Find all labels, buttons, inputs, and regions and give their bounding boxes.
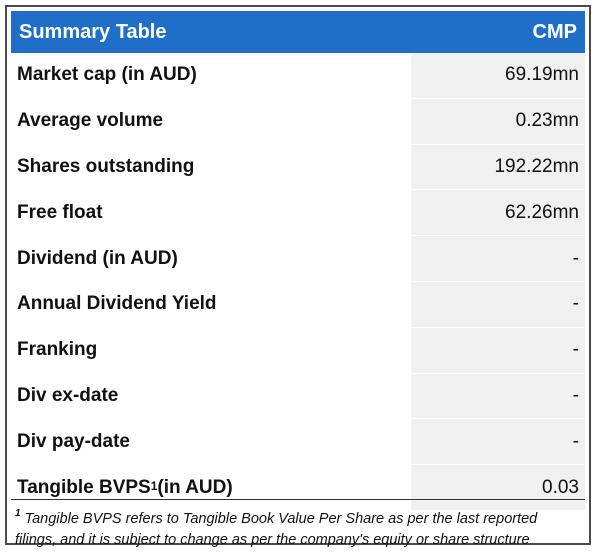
row-label-main: Tangible BVPS (17, 476, 151, 498)
column-header-cmp: CMP (532, 20, 577, 43)
row-value: 69.19mn (411, 53, 585, 98)
row-value: - (411, 236, 585, 281)
row-value: 192.22mn (411, 144, 585, 190)
table-body: Market cap (in AUD) 69.19mn Average volu… (11, 53, 585, 511)
row-value: 0.23mn (411, 98, 585, 144)
row-value: - (411, 419, 585, 465)
footnote-number: 1 (15, 508, 21, 519)
footnote-marker: 1 (150, 478, 158, 493)
table-row: Franking - (11, 327, 585, 374)
table-row: Dividend (in AUD) - (11, 236, 585, 282)
row-label-tail: (in AUD) (157, 476, 233, 498)
table-row: Annual Dividend Yield - (11, 281, 585, 328)
row-label: Div ex-date (17, 384, 119, 406)
table-header: Summary Table CMP (11, 11, 585, 53)
summary-table-frame: Summary Table CMP Market cap (in AUD) 69… (5, 5, 591, 548)
row-label: Franking (17, 339, 98, 361)
table-row: Shares outstanding 192.22mn (11, 144, 585, 191)
row-label: Tangible BVPS 1 (in AUD) (11, 465, 411, 510)
row-label: Dividend (in AUD) (17, 247, 178, 269)
footnote: 1 Tangible BVPS refers to Tangible Book … (15, 504, 581, 551)
row-value: - (411, 327, 585, 373)
table-title: Summary Table (19, 20, 167, 43)
table-row: Div pay-date - (11, 419, 585, 466)
footnote-text: Tangible BVPS refers to Tangible Book Va… (15, 510, 538, 548)
table-row: Tangible BVPS 1 (in AUD) 0.03 (11, 465, 585, 511)
row-value: 0.03 (411, 465, 585, 510)
row-label: Average volume (17, 110, 164, 132)
row-label: Free float (17, 201, 103, 223)
row-label: Market cap (in AUD) (17, 64, 197, 86)
row-value: 62.26mn (411, 190, 585, 236)
table-row: Free float 62.26mn (11, 190, 585, 237)
row-label: Annual Dividend Yield (17, 293, 217, 315)
row-label: Div pay-date (17, 430, 130, 452)
row-label: Shares outstanding (17, 155, 195, 177)
table-row: Average volume 0.23mn (11, 98, 585, 145)
footnote-divider (11, 499, 585, 500)
table-row: Div ex-date - (11, 373, 585, 420)
row-value: - (411, 281, 585, 327)
table-row: Market cap (in AUD) 69.19mn (11, 53, 585, 99)
row-value: - (411, 373, 585, 419)
